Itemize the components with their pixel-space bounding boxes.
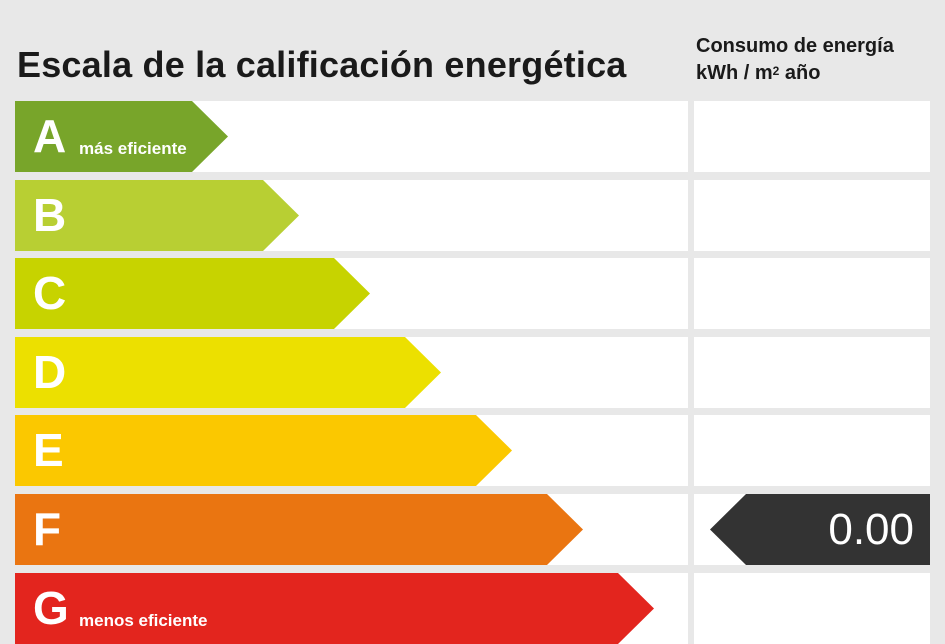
class-letter-b: B [33, 189, 67, 241]
value-cell-b [694, 180, 930, 251]
energy-class-f-bar: F [15, 494, 585, 565]
energy-class-d-bar: D [15, 337, 443, 408]
class-letter-a: A [33, 110, 67, 162]
energy-class-g-bar: G menos eficiente [15, 573, 656, 644]
current-consumption-indicator: 0.00 [710, 494, 930, 565]
value-cell-d [694, 337, 930, 408]
consumption-header-unit: kWh / m2 año [696, 62, 821, 84]
energy-class-e-bar: E [15, 415, 514, 486]
value-cell-c [694, 258, 930, 329]
energy-class-a-bar: A más eficiente [15, 101, 230, 172]
value-cell-e [694, 415, 930, 486]
value-cell-g [694, 573, 930, 644]
value-cell-a [694, 101, 930, 172]
consumption-header: Consumo de energía kWh / m2 año [696, 33, 894, 87]
class-letter-g: G [33, 582, 69, 634]
class-letter-d: D [33, 346, 67, 398]
class-letter-e: E [33, 424, 64, 476]
energy-class-c-bar: C [15, 258, 372, 329]
class-g-sublabel: menos eficiente [79, 611, 208, 630]
consumption-value: 0.00 [828, 505, 914, 554]
energy-class-b-bar: B [15, 180, 301, 251]
consumption-header-line1: Consumo de energía [696, 35, 894, 57]
class-letter-f: F [33, 503, 62, 555]
class-a-sublabel: más eficiente [79, 139, 187, 158]
class-letter-c: C [33, 267, 67, 319]
page-title: Escala de la calificación energética [17, 44, 627, 85]
